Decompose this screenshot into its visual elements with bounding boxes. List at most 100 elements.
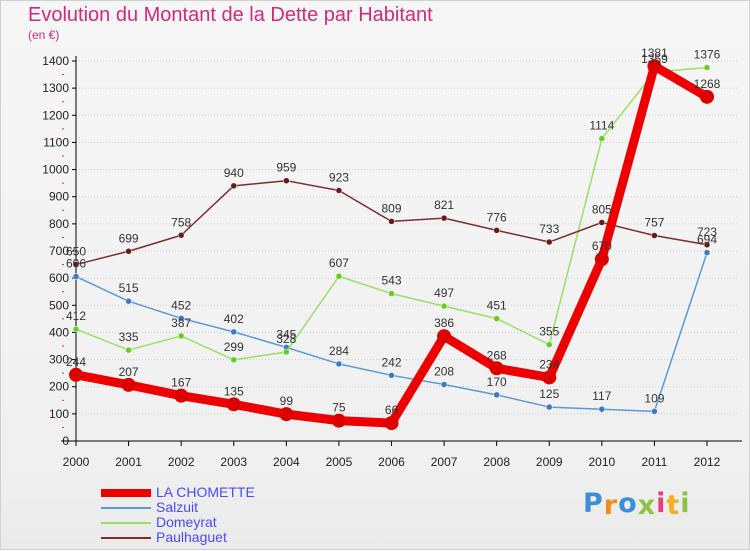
data-point <box>546 238 553 246</box>
data-label: 99 <box>280 394 294 408</box>
data-label: 607 <box>329 256 349 270</box>
data-point <box>125 248 132 255</box>
data-label: 670 <box>592 239 612 253</box>
data-label: 1114 <box>589 119 614 133</box>
x-tick-label: 2008 <box>483 455 510 469</box>
x-tick-label: 2006 <box>378 455 405 469</box>
data-label: 805 <box>592 203 612 217</box>
data-label: 355 <box>539 325 559 339</box>
data-label: 412 <box>66 309 86 323</box>
data-label: 75 <box>332 401 346 415</box>
data-label: 345 <box>276 327 296 341</box>
data-label: 284 <box>329 344 349 358</box>
data-point <box>331 413 346 428</box>
data-label: 497 <box>434 286 454 300</box>
data-point <box>230 328 237 336</box>
data-label: 606 <box>66 257 86 271</box>
data-point <box>230 182 237 190</box>
data-point <box>598 405 606 413</box>
data-label: 694 <box>697 233 717 247</box>
data-point <box>437 329 452 344</box>
data-point <box>489 361 504 376</box>
y-tick-label: 700 <box>49 244 69 258</box>
data-point <box>177 332 185 340</box>
legend-label: Paulhaguet <box>156 529 227 545</box>
legend-swatch <box>101 522 151 524</box>
y-tick-label: 600 <box>49 271 69 285</box>
data-point <box>546 403 553 411</box>
data-point <box>542 370 557 385</box>
data-label: 335 <box>119 330 139 344</box>
proxiti-logo: Proxiti <box>583 488 691 521</box>
y-tick-label: 1400 <box>42 54 69 68</box>
legend-label: Domeyrat <box>156 514 217 530</box>
data-point <box>598 135 606 142</box>
data-label: 723 <box>697 225 717 239</box>
data-label: 244 <box>66 355 86 369</box>
data-label: 776 <box>487 210 507 224</box>
data-label: 733 <box>539 222 559 236</box>
data-point <box>174 388 189 403</box>
data-label: 923 <box>329 170 349 184</box>
data-label: 543 <box>381 274 401 288</box>
data-label: 268 <box>487 348 507 362</box>
data-point <box>703 249 711 256</box>
data-point <box>388 218 395 225</box>
data-point <box>703 64 711 71</box>
data-point <box>279 407 294 422</box>
data-point <box>651 232 658 239</box>
x-tick-label: 2003 <box>220 455 247 469</box>
legend-swatch <box>101 537 151 539</box>
legend-swatch <box>101 489 151 497</box>
x-tick-label: 2010 <box>588 455 615 469</box>
data-label: 821 <box>434 198 454 212</box>
data-label: 125 <box>539 387 559 401</box>
x-tick-label: 2000 <box>63 455 90 469</box>
legend-swatch <box>101 507 151 509</box>
data-label: 242 <box>381 355 401 369</box>
data-label: 234 <box>539 357 559 371</box>
data-point <box>493 391 500 399</box>
data-point <box>546 341 553 348</box>
data-label: 117 <box>592 389 611 403</box>
y-tick-label: 100 <box>49 407 69 421</box>
data-label: 1359 <box>641 52 668 66</box>
data-label: 699 <box>119 231 139 245</box>
data-label: 959 <box>276 161 296 175</box>
data-point <box>72 261 80 268</box>
data-label: 208 <box>434 365 454 379</box>
data-point <box>440 214 448 222</box>
data-label: 387 <box>171 316 191 330</box>
data-point <box>493 315 500 322</box>
data-point <box>384 416 399 431</box>
data-label: 170 <box>487 375 507 389</box>
data-point <box>388 372 395 379</box>
data-label: 1381 <box>641 46 668 60</box>
data-point <box>440 302 448 310</box>
y-tick-label: 800 <box>49 217 69 231</box>
data-label: 135 <box>224 384 244 398</box>
x-tick-label: 2011 <box>642 455 668 469</box>
data-label: 758 <box>171 215 191 229</box>
legend-label: Salzuit <box>156 499 199 515</box>
x-tick-label: 2001 <box>115 455 142 469</box>
data-label: 402 <box>224 312 244 326</box>
data-label: 940 <box>224 166 244 180</box>
data-point <box>598 219 606 226</box>
data-point <box>230 356 237 364</box>
data-point <box>283 348 290 356</box>
data-point <box>703 241 711 249</box>
data-point <box>335 360 343 368</box>
data-label: 452 <box>171 298 191 312</box>
data-label: 650 <box>66 245 86 259</box>
data-point <box>651 408 658 415</box>
data-point <box>177 315 185 322</box>
data-label: 1376 <box>694 48 721 62</box>
data-point <box>283 177 290 184</box>
data-label: 328 <box>276 332 296 346</box>
x-tick-label: 2004 <box>273 455 300 469</box>
y-tick-label: 1300 <box>42 81 69 95</box>
data-point <box>647 59 662 74</box>
data-point <box>72 325 80 333</box>
